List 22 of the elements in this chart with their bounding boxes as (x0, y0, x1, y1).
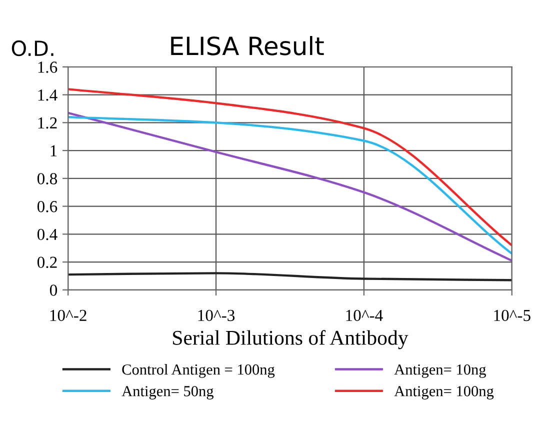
y-tick-label: 0.2 (37, 256, 57, 268)
chart-title: ELISA Result (171, 36, 324, 56)
x-tick-label: 10^-5 (494, 310, 530, 322)
line-series (68, 88, 512, 246)
x-tick-label: 10^-3 (198, 310, 235, 322)
y-tick-label: 1.4 (38, 90, 58, 101)
x-axis-title: Serial Dilutions of Antibody (173, 330, 408, 350)
legend-label: Control Antigen = 100ng (122, 364, 275, 378)
x-tick-label: 10^-4 (346, 310, 383, 322)
y-axis-title: O.D. (12, 40, 54, 56)
y-tick-label: 1.6 (38, 62, 58, 73)
legend-label: Antigen= 100ng (394, 386, 494, 400)
legend-label: Antigen= 10ng (394, 364, 486, 378)
line-series (68, 272, 512, 282)
y-tick-label: 1.2 (38, 117, 57, 129)
y-tick-label: 0.6 (37, 200, 58, 212)
y-tick-label: 1 (50, 145, 57, 156)
y-tick-label: 0.8 (37, 173, 58, 184)
y-tick-label: 0.4 (37, 228, 58, 240)
x-tick-label: 10^-2 (50, 310, 86, 322)
legend-label: Antigen= 50ng (122, 386, 214, 400)
y-tick-label: 0 (50, 284, 58, 296)
